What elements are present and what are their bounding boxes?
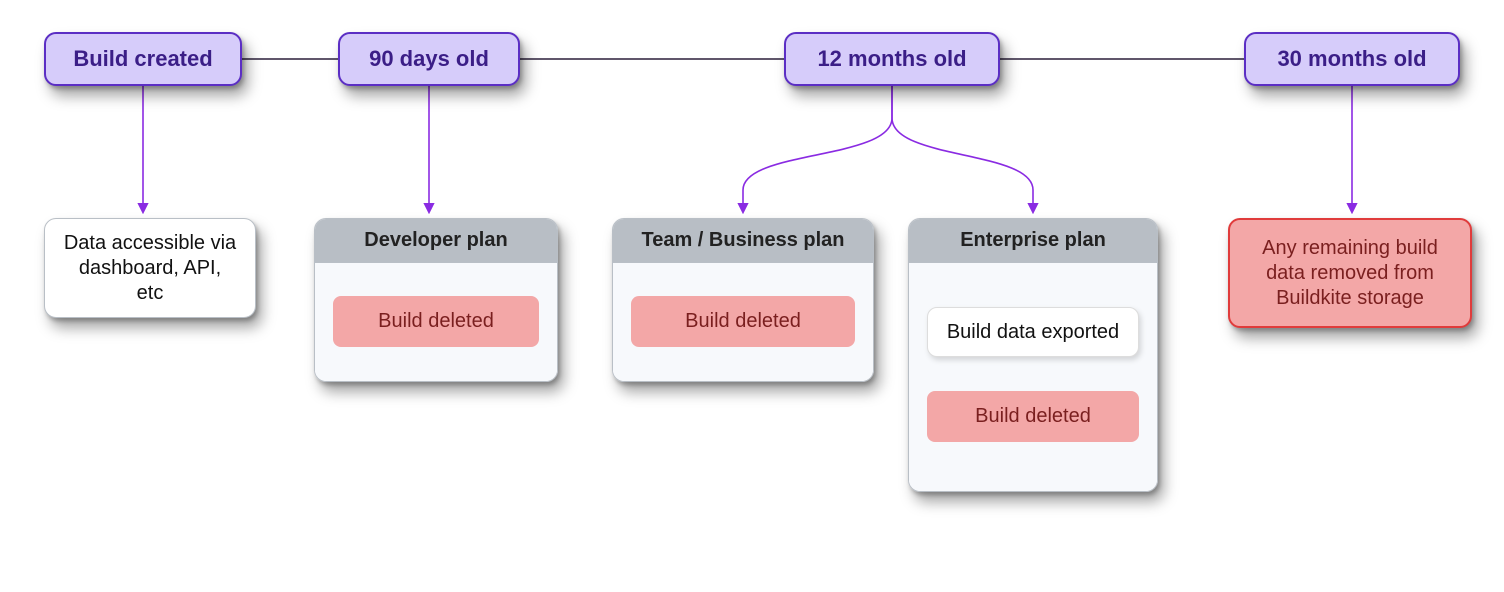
diagram-canvas: Build created 90 days old 12 months old … [0, 0, 1504, 592]
plan-body: Build data exported Build deleted [909, 263, 1157, 491]
stage-label: 30 months old [1277, 46, 1426, 72]
plan-header: Team / Business plan [613, 219, 873, 263]
stage-build-created: Build created [44, 32, 242, 86]
card-developer-plan: Developer plan Build deleted [314, 218, 558, 382]
plan-header: Enterprise plan [909, 219, 1157, 263]
stage-30-months: 30 months old [1244, 32, 1460, 86]
card-enterprise-plan: Enterprise plan Build data exported Buil… [908, 218, 1158, 492]
arrow-12-months-left [743, 86, 892, 212]
card-text: Data accessible via dashboard, API, etc [63, 231, 237, 306]
pill-build-exported: Build data exported [927, 307, 1139, 357]
stage-90-days: 90 days old [338, 32, 520, 86]
card-final-removal: Any remaining build data removed from Bu… [1228, 218, 1472, 328]
card-team-plan: Team / Business plan Build deleted [612, 218, 874, 382]
card-text: Any remaining build data removed from Bu… [1248, 236, 1452, 311]
pill-build-deleted: Build deleted [631, 296, 855, 347]
stage-12-months: 12 months old [784, 32, 1000, 86]
pill-build-deleted: Build deleted [927, 391, 1139, 442]
arrow-12-months-right [892, 86, 1033, 212]
card-data-accessible: Data accessible via dashboard, API, etc [44, 218, 256, 318]
plan-body: Build deleted [315, 263, 557, 381]
stage-label: 90 days old [369, 46, 489, 72]
stage-label: 12 months old [817, 46, 966, 72]
plan-header: Developer plan [315, 219, 557, 263]
stage-label: Build created [73, 46, 212, 72]
pill-build-deleted: Build deleted [333, 296, 539, 347]
plan-body: Build deleted [613, 263, 873, 381]
